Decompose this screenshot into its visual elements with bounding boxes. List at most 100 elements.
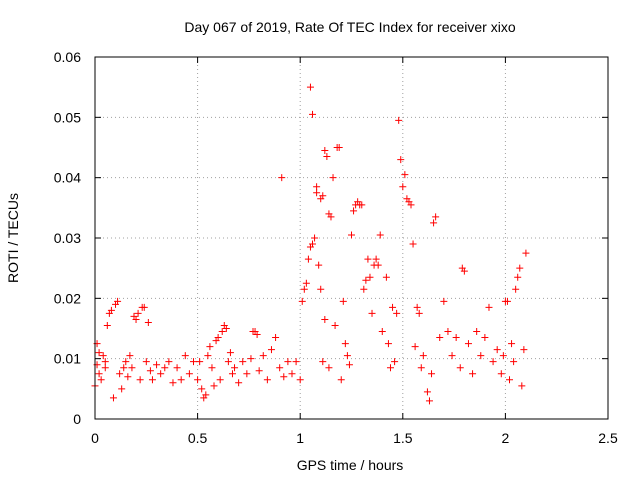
data-point [382, 273, 390, 281]
data-point [448, 352, 456, 360]
data-point [407, 201, 415, 209]
data-point [417, 364, 425, 372]
data-point [440, 297, 448, 305]
data-point [148, 376, 156, 384]
data-point [341, 340, 349, 348]
data-point [428, 370, 436, 378]
data-point [202, 391, 210, 399]
data-point [337, 376, 345, 384]
data-point [397, 156, 405, 164]
data-point [436, 334, 444, 342]
data-point [313, 183, 321, 191]
x-tick-label: 1 [296, 430, 304, 446]
data-points [91, 83, 530, 405]
data-point [300, 285, 308, 293]
data-point [368, 309, 376, 317]
data-point [280, 373, 288, 381]
data-point [157, 370, 165, 378]
data-point [267, 346, 275, 354]
data-point [401, 171, 409, 179]
data-point [231, 364, 239, 372]
data-point [126, 352, 134, 360]
data-point [189, 358, 197, 366]
data-point [99, 352, 107, 360]
data-point [423, 388, 431, 396]
data-point [302, 279, 310, 287]
x-tick-label: 0.5 [188, 430, 208, 446]
data-point [122, 358, 130, 366]
chart-title: Day 067 of 2019, Rate Of TEC Index for r… [184, 19, 515, 35]
data-point [181, 352, 189, 360]
data-point [296, 376, 304, 384]
data-point [319, 358, 327, 366]
data-point [325, 364, 333, 372]
data-point [415, 309, 423, 317]
data-point [253, 331, 261, 339]
data-point [362, 276, 370, 284]
data-point [503, 297, 511, 305]
x-tick-label: 2.5 [598, 430, 618, 446]
data-point [321, 147, 329, 155]
data-point [378, 328, 386, 336]
data-point [142, 358, 150, 366]
data-point [198, 385, 206, 393]
data-point [399, 183, 407, 191]
data-point [116, 370, 124, 378]
data-point [95, 370, 103, 378]
data-point [235, 379, 243, 387]
data-point [452, 334, 460, 342]
y-tick-label: 0.01 [54, 351, 81, 367]
data-point [374, 261, 382, 269]
data-point [185, 370, 193, 378]
data-point [144, 318, 152, 326]
data-point [177, 376, 185, 384]
x-tick-label: 1.5 [393, 430, 413, 446]
data-point [469, 370, 477, 378]
data-point [309, 240, 317, 248]
data-point [358, 201, 366, 209]
data-point [276, 364, 284, 372]
data-point [208, 364, 216, 372]
data-point [288, 370, 296, 378]
data-point [432, 213, 440, 221]
data-point [169, 379, 177, 387]
data-point [311, 234, 319, 242]
data-point [395, 116, 403, 124]
data-point [409, 240, 417, 248]
data-point [411, 343, 419, 351]
y-tick-label: 0.05 [54, 109, 81, 125]
data-point [103, 321, 111, 329]
data-point [389, 303, 397, 311]
data-point [228, 370, 236, 378]
data-point [456, 364, 464, 372]
data-point [386, 364, 394, 372]
data-point [109, 394, 117, 402]
data-point [216, 376, 224, 384]
data-point [97, 376, 105, 384]
data-point [206, 343, 214, 351]
data-point [522, 249, 530, 257]
y-tick-label: 0.04 [54, 170, 81, 186]
data-point [384, 340, 392, 348]
x-tick-labels: 0 0.5 1 1.5 2 2.5 [91, 430, 618, 446]
data-point [146, 367, 154, 375]
data-point [272, 334, 280, 342]
data-point [278, 174, 286, 182]
data-point [134, 309, 142, 317]
data-point [194, 376, 202, 384]
data-point [309, 110, 317, 118]
data-point [255, 367, 263, 375]
data-point [153, 361, 161, 369]
data-point [460, 267, 468, 275]
data-point [393, 309, 401, 317]
data-point [350, 207, 358, 215]
data-point [124, 373, 132, 381]
data-point [506, 376, 514, 384]
data-point [514, 273, 522, 281]
data-point [497, 370, 505, 378]
data-point [508, 340, 516, 348]
data-point [391, 358, 399, 366]
data-point [315, 261, 323, 269]
data-point [317, 285, 325, 293]
